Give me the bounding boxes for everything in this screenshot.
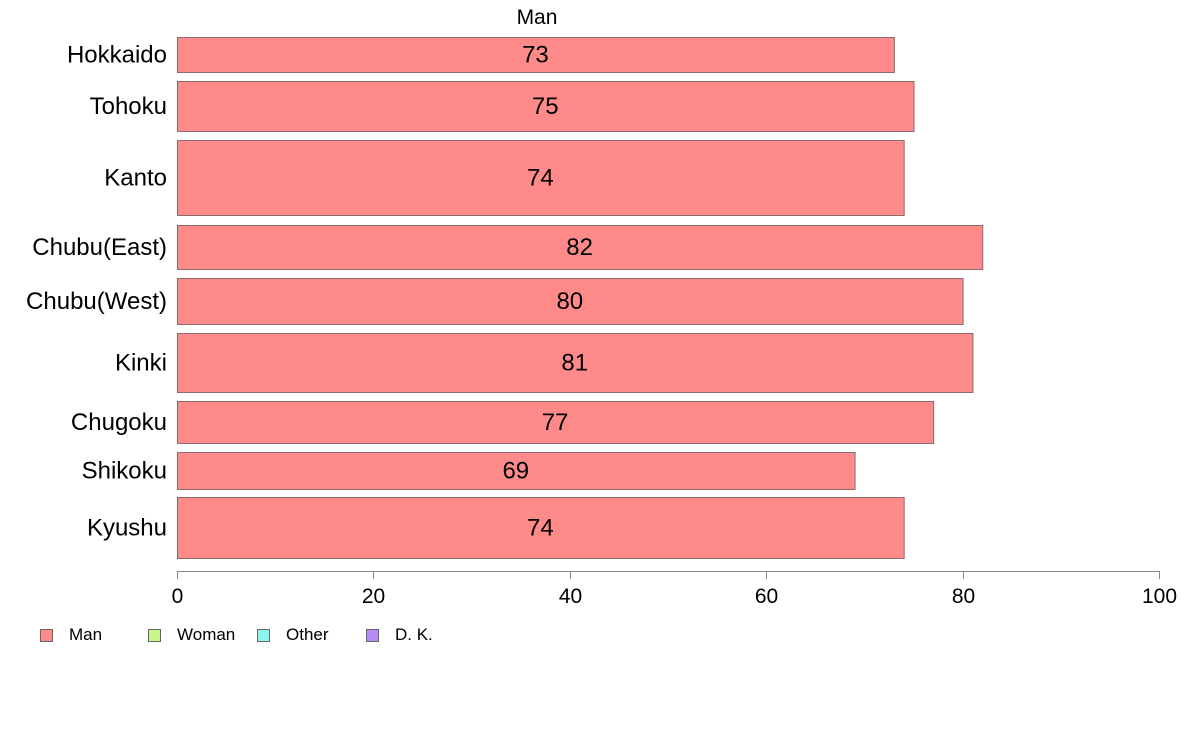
bar-kyushu — [177, 497, 905, 559]
category-label: Chugoku — [71, 409, 167, 436]
data-label: 75 — [532, 93, 559, 120]
legend-label-dk: D. K. — [395, 625, 433, 644]
bar-chubu-west- — [177, 278, 964, 325]
legend: Man Woman Other D. K. — [40, 625, 486, 645]
x-tick-label: 0 — [172, 585, 184, 608]
data-label: 77 — [542, 409, 569, 436]
category-label: Kinki — [115, 350, 167, 377]
data-label: 69 — [502, 458, 529, 485]
category-label: Shikoku — [82, 458, 167, 485]
data-label: 80 — [556, 288, 583, 315]
category-label: Chubu(East) — [32, 234, 167, 261]
data-label: 82 — [566, 234, 593, 261]
x-tick-label: 100 — [1142, 585, 1177, 608]
data-label: 74 — [527, 165, 554, 192]
category-label: Kyushu — [87, 515, 167, 542]
bar-shikoku — [177, 452, 856, 490]
legend-label-other: Other — [286, 625, 329, 644]
bar-chugoku — [177, 401, 935, 444]
x-tick-label: 20 — [362, 585, 385, 608]
category-label: Tohoku — [90, 93, 167, 120]
data-label: 74 — [527, 515, 554, 542]
category-label: Chubu(West) — [26, 288, 167, 315]
category-label: Hokkaido — [67, 42, 167, 69]
bar-kanto — [177, 140, 905, 216]
legend-swatch-man — [40, 628, 53, 642]
bar-hokkaido — [177, 37, 895, 73]
legend-item-man: Man — [40, 625, 148, 645]
legend-item-dk: D. K. — [366, 625, 486, 645]
legend-swatch-other — [257, 628, 270, 642]
legend-item-woman: Woman — [148, 625, 257, 645]
bar-tohoku — [177, 81, 915, 132]
x-tick-label: 40 — [559, 585, 582, 608]
bar-chubu-east- — [177, 225, 984, 270]
chart-title: Man — [516, 6, 558, 29]
legend-swatch-dk — [366, 628, 379, 642]
legend-swatch-woman — [148, 628, 161, 642]
bar-kinki — [177, 333, 974, 393]
x-tick-label: 80 — [952, 585, 975, 608]
data-label: 81 — [561, 350, 588, 377]
legend-item-other: Other — [257, 625, 366, 645]
x-tick-label: 60 — [755, 585, 778, 608]
data-label: 73 — [522, 42, 549, 69]
legend-label-man: Man — [69, 625, 103, 644]
legend-label-woman: Woman — [177, 625, 236, 644]
category-label: Kanto — [104, 165, 167, 192]
